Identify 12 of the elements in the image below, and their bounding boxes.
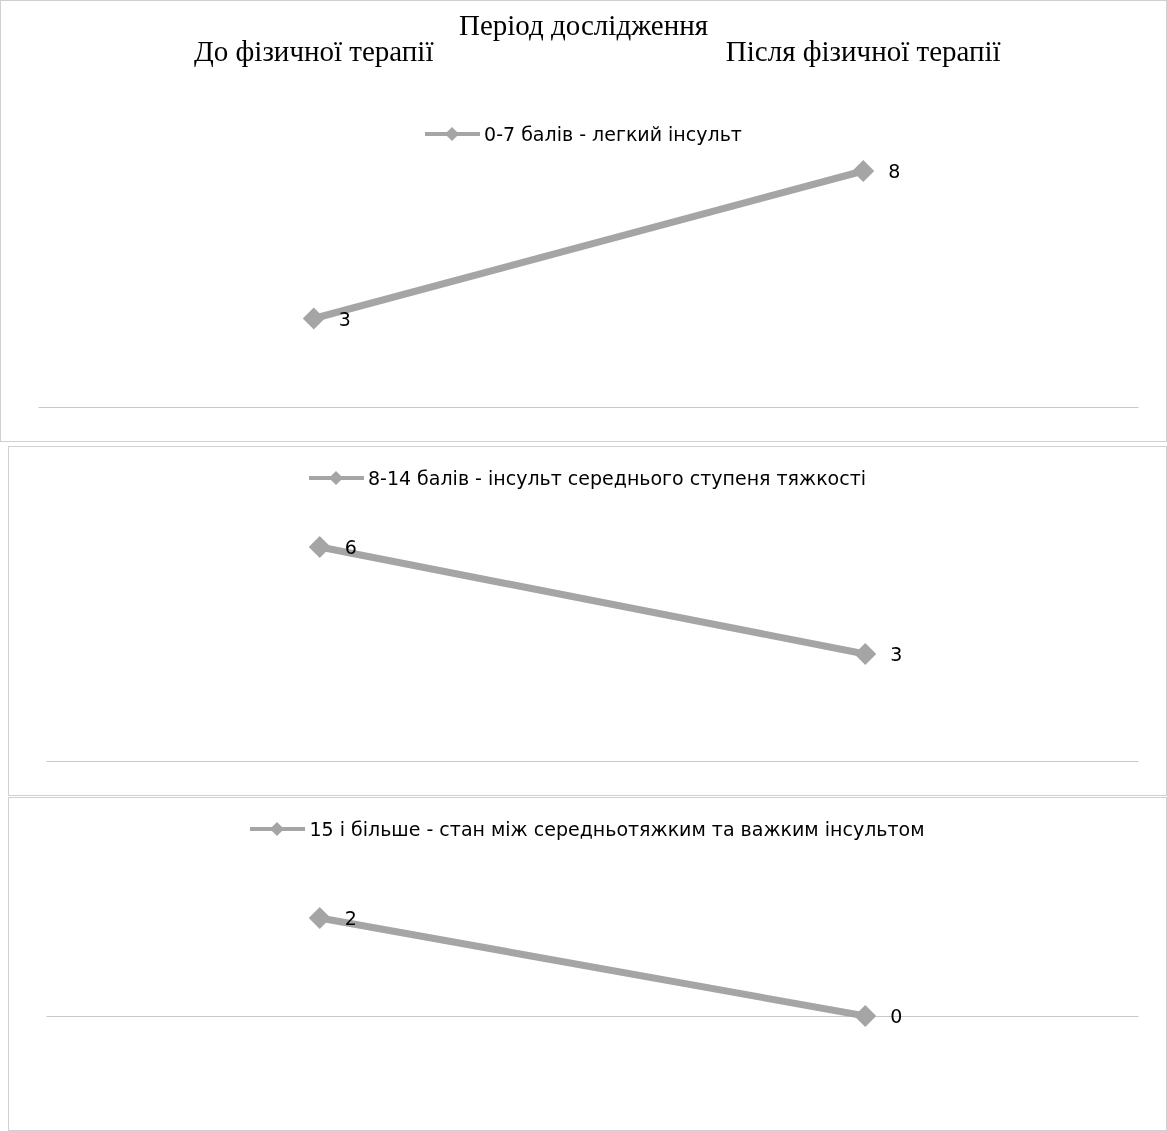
data-label: 8 [888, 160, 901, 182]
x-tick-label: До фізичної терапії [194, 34, 434, 67]
data-label: 6 [344, 536, 357, 558]
legend-label: 15 і більше - стан між середньотяжким та важким інсультом [309, 818, 925, 840]
legend-label: 8-14 балів - інсульт середнього ступеня тяжкості [367, 467, 867, 489]
data-label: 3 [890, 643, 903, 665]
data-label: 2 [344, 907, 357, 929]
chart-title: Період дослідження [458, 8, 709, 41]
legend-label: 0-7 балів - легкий інсульт [484, 123, 742, 145]
data-label: 0 [890, 1005, 903, 1027]
data-label: 3 [338, 307, 351, 330]
x-tick-label: Після фізичної терапії [725, 34, 1001, 67]
